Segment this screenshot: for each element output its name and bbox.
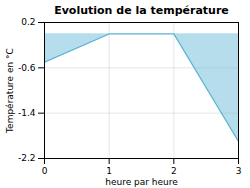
- svg-text:-1.4: -1.4: [18, 108, 36, 118]
- svg-text:-2.2: -2.2: [18, 153, 36, 163]
- svg-text:Evolution de la température: Evolution de la température: [54, 4, 229, 17]
- svg-text:1: 1: [106, 166, 112, 176]
- svg-text:3: 3: [236, 166, 242, 176]
- svg-text:Température en °C: Température en °C: [5, 48, 15, 134]
- svg-text:0: 0: [42, 166, 48, 176]
- svg-text:2: 2: [171, 166, 177, 176]
- svg-text:-0.6: -0.6: [18, 63, 36, 73]
- svg-text:0.2: 0.2: [21, 17, 35, 27]
- svg-text:heure par heure: heure par heure: [105, 177, 178, 187]
